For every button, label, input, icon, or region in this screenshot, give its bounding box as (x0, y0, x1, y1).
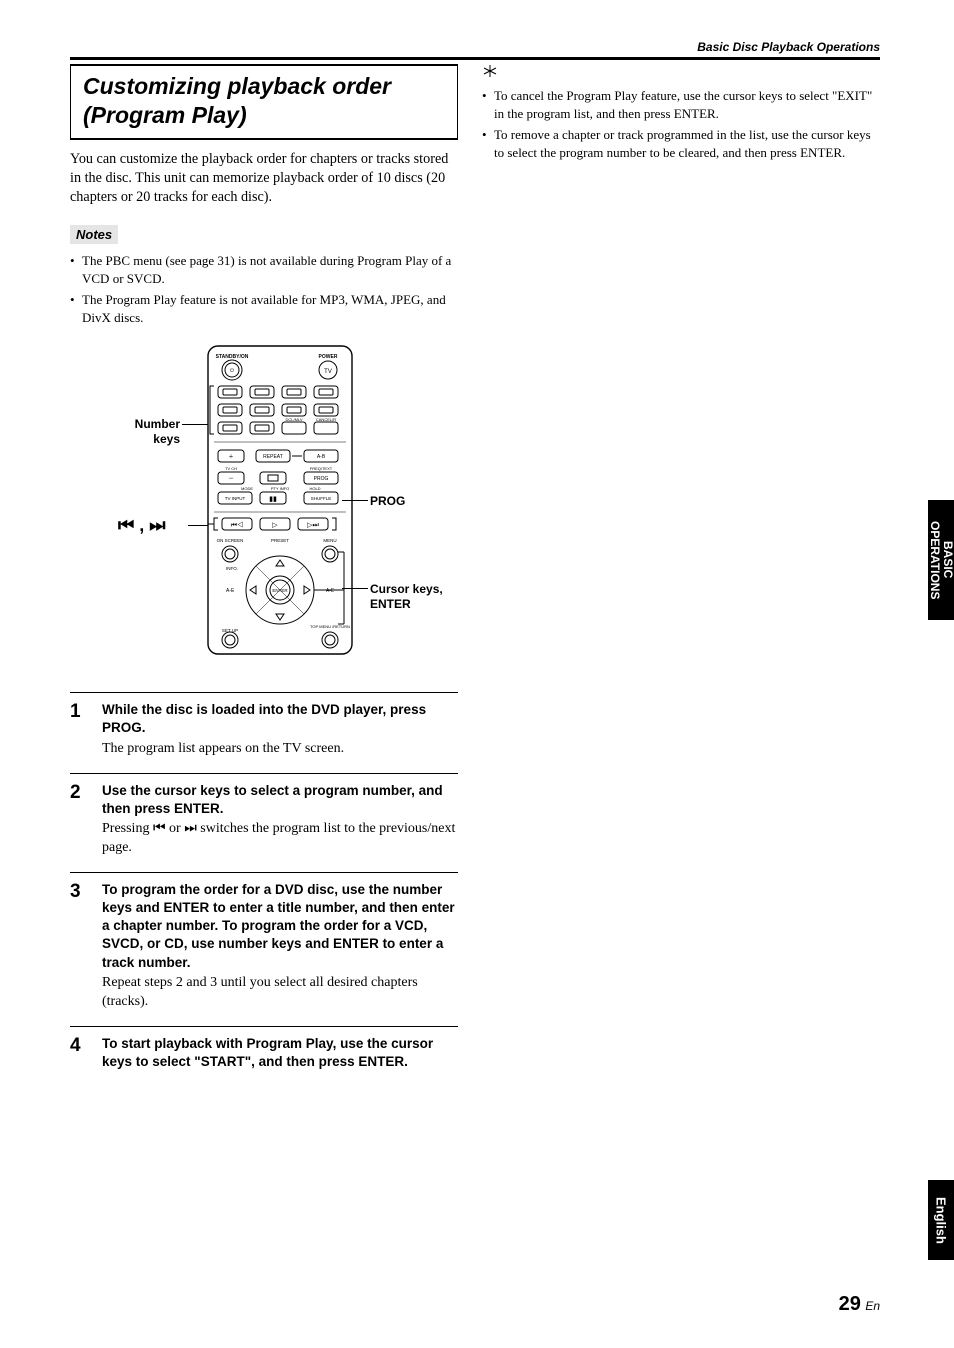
svg-text:HOLD: HOLD (309, 486, 320, 491)
step-number: 2 (70, 782, 88, 858)
svg-text:A-E: A-E (226, 588, 235, 594)
step-number: 4 (70, 1035, 88, 1073)
step-heading: To start playback with Program Play, use… (102, 1035, 458, 1071)
list-item: The PBC menu (see page 31) is not availa… (70, 252, 458, 287)
step: 3 To program the order for a DVD disc, u… (70, 872, 458, 1026)
svg-text:PROG: PROG (314, 476, 329, 482)
step-text: The program list appears on the TV scree… (102, 740, 458, 759)
svg-text:▮▮: ▮▮ (269, 495, 277, 503)
svg-text:⏮◁: ⏮◁ (231, 521, 244, 529)
svg-text:−: − (228, 473, 233, 483)
step-heading: While the disc is loaded into the DVD pl… (102, 701, 458, 737)
tip-icon (482, 64, 880, 83)
step: 4 To start playback with Program Play, u… (70, 1026, 458, 1087)
section-title-box: Customizing playback order (Program Play… (70, 64, 458, 140)
step-heading: Use the cursor keys to select a program … (102, 782, 458, 818)
side-tab-operations: BASIC OPERATIONS (928, 500, 954, 620)
svg-text:+: + (229, 452, 234, 461)
step-number: 3 (70, 881, 88, 1012)
section-title: Customizing playback order (Program Play… (83, 72, 445, 130)
svg-text:SHUFFLE: SHUFFLE (311, 496, 332, 501)
label-cursor-enter: Cursor keys, ENTER (370, 582, 443, 611)
svg-text:STANDBY/ON: STANDBY/ON (216, 354, 249, 360)
svg-text:PRESET: PRESET (271, 538, 289, 543)
remote-diagram: Number keys ⏮ , ⏭ PROG Cursor keys, ENTE… (70, 342, 458, 672)
label-prog: PROG (370, 494, 405, 508)
step-text: Pressing ⏮ or ⏭ switches the program lis… (102, 820, 458, 858)
svg-text:DCL/MLV: DCL/MLV (285, 417, 302, 422)
page-number: 29 En (839, 1293, 880, 1316)
svg-text:A-B: A-B (317, 454, 326, 460)
breadcrumb: Basic Disc Playback Operations (70, 40, 880, 57)
svg-text:A-E: A-E (326, 588, 335, 594)
list-item: To cancel the Program Play feature, use … (482, 87, 880, 122)
svg-text:⏻: ⏻ (230, 368, 234, 374)
step-text: Repeat steps 2 and 3 until you select al… (102, 974, 458, 1012)
tips-list: To cancel the Program Play feature, use … (482, 87, 880, 161)
notes-label: Notes (70, 225, 118, 244)
label-number-keys: Number keys (120, 417, 180, 446)
svg-text:POWER: POWER (319, 354, 338, 360)
side-tab-english: English (928, 1180, 954, 1260)
svg-text:TOP MENU /RETURN: TOP MENU /RETURN (310, 624, 350, 629)
remote-svg: STANDBY/ON ⏻ POWER TV (200, 342, 360, 662)
svg-text:PTY INFO: PTY INFO (271, 486, 289, 491)
list-item: The Program Play feature is not availabl… (70, 291, 458, 326)
svg-text:TV: TV (324, 369, 332, 375)
svg-text:TV INPUT: TV INPUT (225, 496, 246, 501)
list-item: To remove a chapter or track programmed … (482, 126, 880, 161)
svg-text:▷⏭: ▷⏭ (307, 521, 319, 529)
header-rule (70, 57, 880, 60)
intro-paragraph: You can customize the playback order for… (70, 150, 458, 208)
svg-text:CANCEL/R: CANCEL/R (316, 417, 336, 422)
svg-text:TV CH: TV CH (225, 466, 237, 471)
svg-text:MODE: MODE (241, 486, 253, 491)
svg-text:MENU: MENU (323, 538, 336, 543)
step: 2 Use the cursor keys to select a progra… (70, 773, 458, 872)
svg-text:INFO.: INFO. (226, 566, 238, 571)
notes-list: The PBC menu (see page 31) is not availa… (70, 252, 458, 326)
svg-text:REPEAT: REPEAT (263, 454, 283, 460)
svg-text:ON SCREEN: ON SCREEN (217, 538, 244, 543)
label-skip: ⏮ , ⏭ (118, 515, 165, 537)
svg-text:FREQ/TEXT: FREQ/TEXT (310, 466, 333, 471)
step-heading: To program the order for a DVD disc, use… (102, 881, 458, 972)
steps-list: 1 While the disc is loaded into the DVD … (70, 692, 458, 1087)
step-number: 1 (70, 701, 88, 758)
step: 1 While the disc is loaded into the DVD … (70, 692, 458, 772)
svg-text:▷: ▷ (272, 521, 278, 529)
